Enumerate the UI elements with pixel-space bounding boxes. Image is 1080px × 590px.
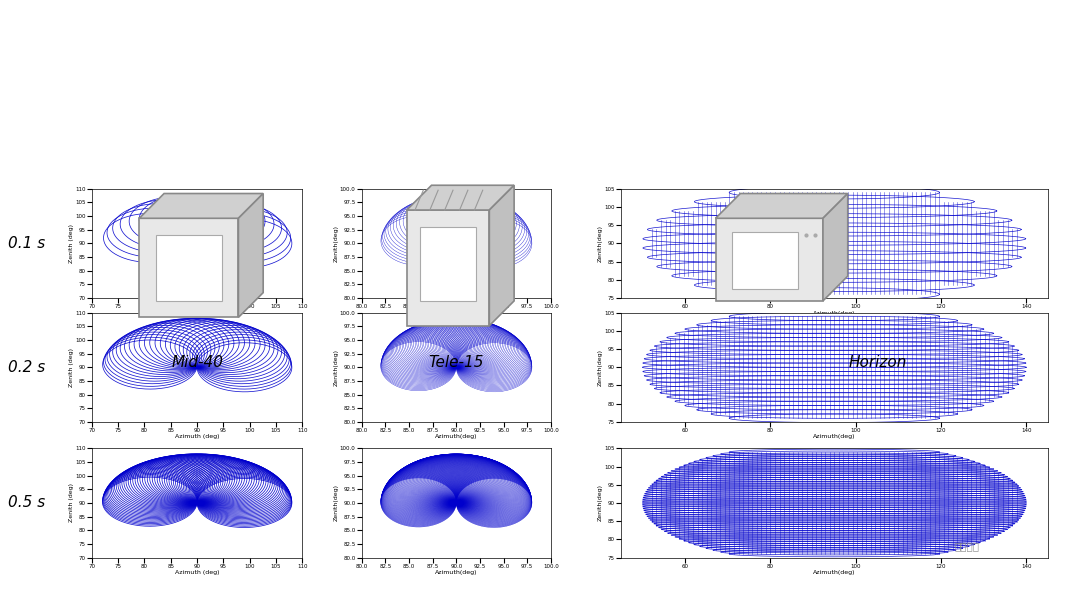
Polygon shape bbox=[407, 185, 514, 210]
Polygon shape bbox=[139, 194, 264, 218]
Text: 0.5 s: 0.5 s bbox=[9, 496, 45, 510]
Polygon shape bbox=[716, 194, 848, 218]
Y-axis label: Zenith(deg): Zenith(deg) bbox=[334, 225, 338, 262]
Y-axis label: Zenith (deg): Zenith (deg) bbox=[69, 224, 73, 263]
Y-axis label: Zenith (deg): Zenith (deg) bbox=[69, 348, 73, 387]
Bar bbox=[716, 218, 823, 301]
X-axis label: Azimuth (deg): Azimuth (deg) bbox=[175, 570, 219, 575]
Bar bbox=[407, 210, 489, 326]
Text: 0.2 s: 0.2 s bbox=[9, 360, 45, 375]
X-axis label: Azimuth(deg): Azimuth(deg) bbox=[435, 570, 477, 575]
X-axis label: Azimuth(deg): Azimuth(deg) bbox=[813, 310, 855, 316]
Bar bbox=[139, 218, 239, 317]
Text: Mid-40: Mid-40 bbox=[171, 355, 224, 371]
Bar bbox=[156, 235, 221, 301]
Y-axis label: Zenith(deg): Zenith(deg) bbox=[598, 484, 603, 522]
Bar bbox=[420, 227, 476, 301]
X-axis label: Azimuth(deg): Azimuth(deg) bbox=[435, 434, 477, 440]
Y-axis label: Zenith(deg): Zenith(deg) bbox=[334, 484, 338, 522]
X-axis label: Azimuth(deg): Azimuth(deg) bbox=[813, 434, 855, 440]
X-axis label: Azimuth(deg): Azimuth(deg) bbox=[813, 570, 855, 575]
Y-axis label: Zenith(deg): Zenith(deg) bbox=[598, 225, 603, 262]
Text: 汽车之心: 汽车之心 bbox=[954, 541, 980, 550]
Polygon shape bbox=[823, 194, 848, 301]
X-axis label: Azimuth(deg): Azimuth(deg) bbox=[435, 310, 477, 316]
Text: 0.1 s: 0.1 s bbox=[9, 236, 45, 251]
Bar bbox=[732, 231, 798, 289]
Text: Horizon: Horizon bbox=[848, 355, 907, 371]
X-axis label: Azimuth (deg): Azimuth (deg) bbox=[175, 310, 219, 316]
X-axis label: Azimuth (deg): Azimuth (deg) bbox=[175, 434, 219, 440]
Y-axis label: Zenith(deg): Zenith(deg) bbox=[334, 349, 338, 386]
Y-axis label: Zenith (deg): Zenith (deg) bbox=[69, 483, 73, 523]
Polygon shape bbox=[239, 194, 264, 317]
Polygon shape bbox=[489, 185, 514, 326]
Text: Tele-15: Tele-15 bbox=[429, 355, 484, 371]
Y-axis label: Zenith(deg): Zenith(deg) bbox=[598, 349, 603, 386]
